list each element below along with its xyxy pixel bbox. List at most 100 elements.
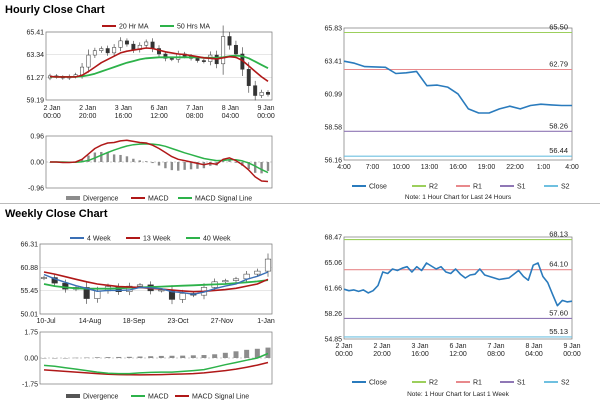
weekly-price-frame (39, 243, 273, 315)
weekly-divergence-bar (222, 352, 228, 358)
hourly-price-xtick-3: 6 Jan 12:00 (150, 105, 168, 120)
hourly-divergence-bar (106, 152, 109, 162)
weekly-price-candle (179, 293, 186, 300)
hourly-ma20-line (49, 47, 269, 82)
weekly-divergence-bar (254, 348, 260, 358)
hourly-24h-ytick-3: 58.58 (324, 124, 342, 131)
weekly-week-legend-close-label: Close (369, 380, 387, 387)
section-divider (0, 203, 600, 204)
hourly-24h-legend-s2-label: S2 (561, 184, 570, 191)
hourly-24h-legend-s1-label: S1 (517, 184, 526, 191)
hourly-24h-level-label-s1: 58.26 (549, 121, 568, 130)
hourly-24h-xtick-0: 4:00 (337, 164, 351, 171)
weekly-divergence-bar (148, 356, 154, 358)
hourly-price-candle (86, 54, 91, 68)
weekly-price-candle (83, 287, 90, 299)
weekly-week-close-line (343, 262, 573, 307)
weekly-week-ytick-2: 61.66 (324, 286, 342, 293)
weekly-week-level-label-r1: 64.10 (549, 260, 568, 269)
weekly-week-xtick-5: 8 Jan 04:00 (525, 343, 543, 358)
hourly-divergence-bar (119, 154, 122, 162)
hourly-24h-note: Note: 1 Hour Chart for Last 24 Hours (405, 194, 512, 201)
weekly-price-candle (40, 277, 48, 279)
weekly-legend-13week-label: 13 Week (143, 236, 171, 243)
weekly-price-ytick-3: 50.01 (20, 312, 38, 319)
hourly-price-xtick-1: 2 Jan 20:00 (79, 105, 97, 120)
hourly-divergence-bar (183, 162, 186, 170)
hourly-divergence-bar (260, 162, 263, 174)
weekly-section-title: Weekly Close Chart (5, 208, 108, 220)
hourly-price-xtick-2: 3 Jan 16:00 (115, 105, 133, 120)
weekly-week-level-label-r2: 68.13 (549, 230, 568, 239)
hourly-price-candle (131, 43, 136, 50)
hourly-divergence-bar (138, 160, 141, 162)
hourly-price-ytick-1: 63.34 (26, 52, 44, 59)
weekly-week-xtick-1: 2 Jan 20:00 (373, 343, 391, 358)
weekly-legend-macd-label: MACD (148, 394, 169, 401)
hourly-price-xtick-6: 9 Jan 00:00 (257, 105, 275, 120)
hourly-24h-level-label-r2: 65.50 (549, 23, 568, 32)
hourly-divergence-bar (196, 162, 199, 169)
weekly-macd-line (43, 352, 269, 375)
weekly-divergence-bar (52, 358, 58, 359)
hourly-price-candle (266, 91, 270, 95)
weekly-week-legend-s2-label: S2 (561, 380, 570, 387)
weekly-divergence-bar (190, 355, 196, 358)
hourly-24h-ytick-2: 60.99 (324, 92, 342, 99)
weekly-price-candle (136, 284, 144, 287)
hourly-macd-ytick-1: 0.00 (30, 160, 44, 167)
hourly-divergence-bar (80, 159, 84, 162)
hourly-price-candle (227, 36, 232, 46)
weekly-divergence-bar (73, 357, 79, 359)
hourly-24h-level-label-r1: 62.79 (549, 59, 568, 68)
weekly-week-ytick-0: 68.47 (324, 235, 342, 242)
hourly-divergence-bar (189, 162, 193, 170)
weekly-wk40-line (43, 279, 269, 290)
weekly-legend-divergence-swatch (66, 394, 80, 398)
weekly-divergence-bar (137, 356, 143, 358)
hourly-price-candle (144, 41, 149, 46)
hourly-legend-macd-label: MACD (148, 196, 169, 203)
weekly-week-note: Note: 1 Hour Chart for Last 1 Week (407, 391, 510, 398)
hourly-divergence-bar (266, 162, 270, 171)
hourly-price-candle (201, 60, 206, 62)
hourly-divergence-bar (234, 162, 238, 163)
weekly-divergence-bar (233, 351, 239, 358)
hourly-price-xtick-4: 7 Jan 08:00 (186, 105, 204, 120)
weekly-wk4-line (43, 271, 269, 295)
hourly-divergence-bar (87, 155, 90, 162)
hourly-macd-line (50, 139, 269, 183)
weekly-week-xtick-0: 2 Jan 00:00 (335, 343, 353, 358)
hourly-24h-legend-r2-label: R2 (429, 184, 438, 191)
hourly-24h-frame (343, 27, 573, 161)
hourly-divergence-bar (221, 160, 225, 162)
hourly-divergence-bar (151, 162, 154, 164)
hourly-price-candle (124, 40, 129, 45)
hourly-ma50-line (50, 54, 269, 78)
hourly-price-candle (112, 47, 117, 54)
hourly-24h-level-label-s2: 56.44 (549, 146, 568, 155)
weekly-legend-signal-label: MACD Signal Line (192, 394, 249, 401)
hourly-divergence-bar (247, 162, 250, 170)
weekly-week-legend-s1-label: S1 (517, 380, 526, 387)
weekly-price-xtick-3: 23-Oct (167, 318, 188, 325)
hourly-divergence-bar (253, 162, 257, 173)
hourly-24h-ytick-0: 65.83 (324, 26, 342, 33)
weekly-legend-4week-label: 4 Week (87, 236, 111, 243)
hourly-macd-ytick-2: -0.96 (28, 186, 44, 193)
hourly-legend-20hr-label: 20 Hr MA (119, 24, 149, 31)
weekly-price-candle (94, 290, 101, 299)
hourly-price-xtick-5: 8 Jan 04:00 (222, 105, 240, 120)
hourly-24h-ytick-1: 63.41 (324, 59, 342, 66)
hourly-price-candle (150, 41, 155, 49)
weekly-divergence-bar (212, 354, 218, 358)
weekly-macd-ytick-1: 0.00 (24, 356, 38, 363)
hourly-24h-legend-r1-label: R1 (473, 184, 482, 191)
hourly-price-candle (195, 58, 200, 61)
weekly-week-level-label-s1: 57.60 (549, 308, 568, 317)
hourly-divergence-bar (112, 154, 116, 162)
weekly-price-xtick-2: 18-Sep (123, 318, 146, 325)
hourly-price-xtick-0: 2 Jan 00:00 (43, 105, 61, 120)
hourly-divergence-bar (157, 162, 161, 166)
